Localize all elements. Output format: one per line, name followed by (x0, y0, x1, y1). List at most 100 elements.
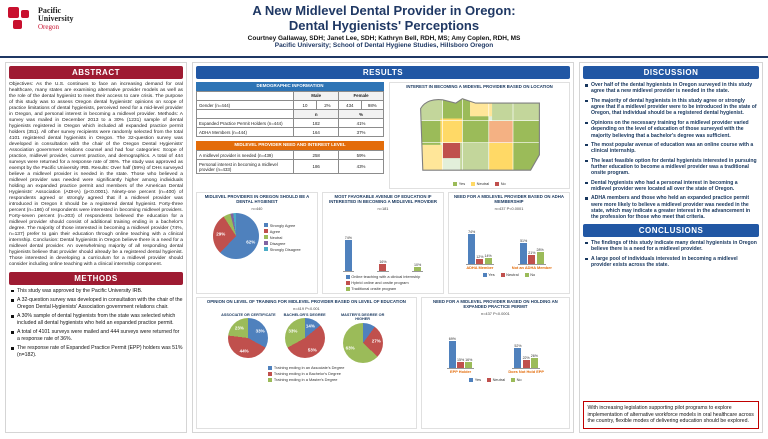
results-row-1: DEMOGRAPHIC INFORMATION Male Female Gend… (195, 82, 570, 190)
table-cell: ADHA Members (n=444) (195, 127, 295, 138)
chart-legend: Training ending in an Associate's Degree… (268, 365, 344, 382)
bar: 69% (449, 337, 456, 369)
bar-group: 74% 12% 14% ADHA Member (466, 230, 494, 270)
legend-swatch (495, 181, 500, 186)
logo-box (13, 20, 22, 29)
table-row: Expanded Practice Permit Holders (n=444)… (195, 118, 384, 129)
pie-value-label: 33% (255, 328, 265, 334)
table-row: A midlevel provider is needed (n=439) 25… (195, 150, 384, 161)
pie-group-title: MASTER'S DEGREE OR HIGHER (341, 312, 385, 321)
bar-chart: 74% 12% 14% ADHA Member 51% 21% 28% Not an ADHA… (451, 214, 567, 270)
bar-fill (476, 258, 484, 264)
legend-item: Training ending in a Bachelor's Degree (268, 371, 341, 376)
bar-value-label: 52% (514, 343, 522, 348)
poster-body: ABSTRACT Objectives: As the U.S. continu… (0, 58, 768, 437)
bar: 15% (457, 358, 465, 369)
bar-fill (465, 362, 473, 369)
bar: 22% (523, 356, 530, 369)
pie-chart: 33% 44% 23% (228, 318, 269, 359)
table-cell: 258 (293, 150, 340, 161)
legend-item: Training ending in a Master's Degree (268, 377, 337, 382)
bar: 51% (520, 239, 527, 264)
legend-swatch (345, 274, 350, 279)
pie-value-label: 14% (305, 323, 315, 329)
legend-item: Yes (453, 181, 465, 186)
bullet-item: A 30% sample of dental hygienists from t… (11, 313, 183, 326)
legend-label: Neutral (506, 272, 519, 278)
results-row-2: MIDLEVEL PROVIDERS IN OREGON SHOULD BE A… (196, 192, 570, 295)
chart-legend: Yes Neutral No (453, 181, 506, 186)
discussion-heading: DISCUSSION (583, 66, 759, 79)
logo-box (21, 10, 29, 18)
legend-swatch (264, 241, 269, 246)
need-table-title: MIDLEVEL PROVIDER NEED AND INTEREST LEVE… (196, 141, 384, 151)
bar-set: 69% 15% 16% (446, 337, 475, 370)
bullet-item: Over half of the dental hygienists in Or… (585, 82, 759, 95)
bar-set: 10% (412, 262, 424, 272)
bar-fill (457, 362, 465, 369)
pie-group-cell: BACHELOR'S DEGREE 14% 53% 33% (284, 313, 326, 363)
abstract-text: Objectives: As the U.S. continues to fac… (9, 82, 183, 267)
pie-chart: 62% 29% (213, 212, 260, 259)
legend-item: No (511, 377, 522, 382)
bullet-item: A total of 4101 surveys were mailed and … (11, 329, 183, 342)
bar-group: 10% (412, 262, 424, 272)
discussion-bullets: Over half of the dental hygienists in Or… (583, 82, 759, 224)
chart-title: NEED FOR A MIDLEVEL PROVIDER BASED ON HO… (433, 299, 558, 310)
bar: 74% (468, 230, 475, 264)
bar: 26% (530, 354, 538, 369)
legend-swatch (264, 247, 269, 252)
table-cell: 434 (338, 99, 362, 111)
chart-subtitle: n=181 (377, 205, 389, 211)
legend-item: Online teaching with a clinical internsh… (345, 274, 421, 280)
bar-group-label: ADHA Member (466, 264, 494, 270)
legend-item: Agree (264, 229, 280, 234)
chart-legend: Yes Neutral No (482, 272, 536, 278)
bar-value-label: 26% (530, 354, 538, 358)
legend-label: No (530, 272, 536, 278)
methods-bullets: This study was approved by the Pacific U… (9, 288, 183, 359)
bar-group-label: Does Not Hold EPP (508, 369, 544, 375)
legend-swatch (511, 377, 516, 382)
oregon-map (419, 98, 540, 171)
chart-title: OPINION ON LEVEL OF TRAINING FOR MIDLEVE… (206, 299, 406, 305)
bar-group-label: Not an ADHA Member (511, 264, 552, 270)
legend-item: Disagree (264, 241, 285, 246)
table-cell (195, 109, 295, 120)
bar: 74% (345, 236, 352, 271)
bar: 21% (528, 251, 535, 264)
table-row: Gender (n=444) 10 2% 434 98% (195, 99, 385, 111)
bar-group: 74% (342, 236, 354, 272)
legend-label: Training ending in an Associate's Degree (273, 365, 345, 371)
bar-set: 52% 22% 26% (512, 344, 540, 370)
bullet-item: A 32-question survey was developed in co… (11, 297, 183, 310)
bar-value-label: 69% (448, 336, 456, 341)
table-row: ADHA Members (n=444) 164 37% (195, 127, 384, 138)
legend-swatch (268, 371, 273, 376)
bullet-item: Opinions on the necessary training for a… (585, 120, 759, 139)
legend-swatch (268, 365, 273, 370)
legend-item: Traditional onsite program (345, 286, 396, 291)
chart-title: MIDLEVEL PROVIDERS IN OREGON SHOULD BE A… (204, 194, 310, 205)
bar-set: 16% (377, 260, 389, 272)
legend-swatch (268, 377, 273, 382)
right-column: DISCUSSION Over half of the dental hygie… (579, 62, 763, 433)
legend-label: Disagree (269, 240, 286, 246)
bar-set: 51% 21% 28% (518, 239, 546, 265)
table-cell: 2% (315, 99, 340, 111)
bar-fill (468, 233, 476, 264)
bar: 16% (465, 358, 473, 369)
conclusions-heading: CONCLUSIONS (583, 223, 759, 237)
legend-label: Online teaching with a clinical internsh… (351, 274, 421, 280)
legend-swatch (482, 272, 487, 277)
table-cell: Gender (n=444) (195, 99, 295, 111)
bar-fill (522, 359, 530, 369)
chart-title: MOST FAVORABLE AVENUE OF EDUCATION IF IN… (329, 194, 437, 205)
legend-swatch (524, 272, 529, 277)
bar-value-label: 10% (414, 262, 422, 267)
legend-swatch (345, 280, 350, 285)
pie-value-label: 44% (239, 348, 249, 354)
table-cell: % (338, 109, 384, 120)
table-cell: Expanded Practice Permit Holders (n=444) (195, 118, 295, 129)
conclusions-bullets: The findings of this study indicate many… (583, 240, 759, 271)
